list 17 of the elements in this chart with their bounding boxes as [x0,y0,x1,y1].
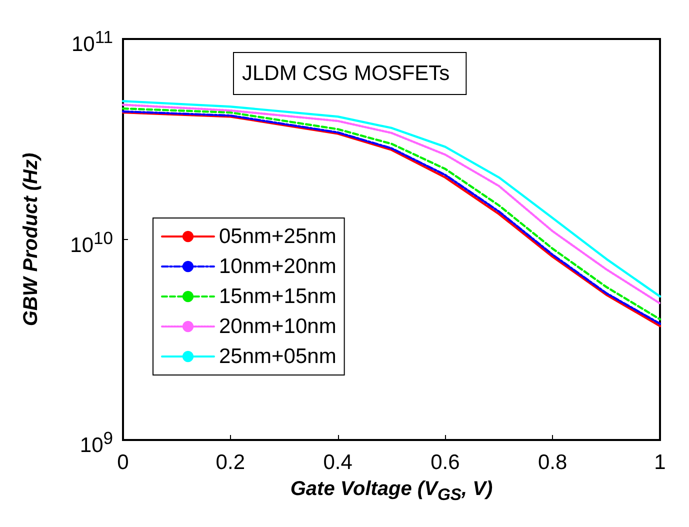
legend-label: 15nm+15nm [219,285,336,308]
y-tick-label: 10$^{9}$ [80,427,113,458]
y-axis-title: GBW Product (Hz) [20,152,42,326]
x-tick-label: 0 [117,451,129,474]
annotation: JLDM CSG MOSFETs [242,62,450,85]
x-tick-label: 0.6 [430,451,460,474]
x-tick-label: 0.4 [323,451,353,474]
x-tick-label: 1 [654,451,666,474]
y-tick-label: 10$^{11}$ [71,26,113,57]
x-tick-label: 0.2 [216,451,245,474]
y-tick-label: 10$^{10}$ [70,226,113,258]
x-axis-title: Gate Voltage (V$_{GS}$, V) [289,478,494,505]
legend-label: 25nm+05nm [219,345,336,368]
x-tick-label: 0.8 [538,451,568,474]
legend-label: 05nm+25nm [219,225,336,248]
legend-label: 10nm+20nm [219,255,336,278]
legend-label: 20nm+10nm [219,315,336,338]
